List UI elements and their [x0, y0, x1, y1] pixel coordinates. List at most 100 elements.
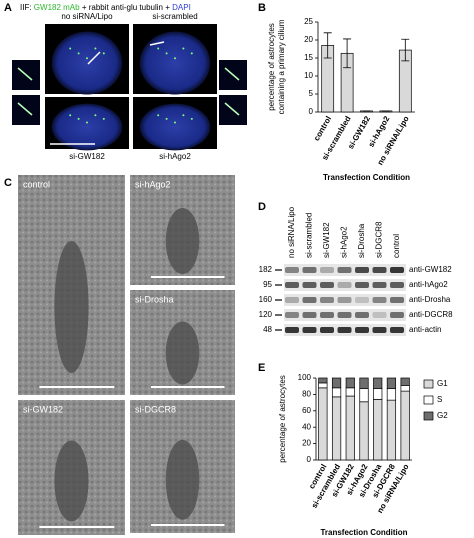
blot-band [285, 312, 299, 318]
arrow [87, 51, 101, 65]
error-bar [323, 32, 332, 59]
blot-band [320, 327, 334, 333]
bar-segment [345, 387, 355, 397]
inset-signal [224, 102, 240, 116]
stain-text: + rabbit anti-glu tubulin + [82, 3, 170, 12]
blot-band [337, 312, 352, 318]
blot-band [302, 312, 317, 318]
signal-dot [86, 121, 88, 124]
bar-segment [386, 377, 397, 390]
antibody-label: anti-DGCR8 [409, 310, 453, 319]
image-label: si-GW182 [69, 152, 105, 161]
legend-label: S [437, 395, 442, 404]
stain-text: GW182 mAb [34, 3, 80, 12]
y-tick-label: 25 [304, 17, 313, 26]
blot-band [390, 327, 404, 333]
bar-segment [331, 377, 342, 389]
size-marker: 182 [259, 265, 273, 274]
blot-band [372, 282, 387, 288]
signal-dot [157, 114, 160, 117]
blot-band [337, 297, 352, 303]
y-tick-label: 100 [298, 373, 312, 382]
blot-band [320, 312, 334, 318]
blot-band [372, 312, 387, 318]
signal-dot [77, 117, 80, 120]
y-tick-label: 20 [302, 439, 311, 448]
blot-band [320, 282, 334, 288]
blot-band [372, 297, 387, 303]
bar-segment [400, 377, 410, 386]
lane-label: control [392, 234, 401, 258]
y-tick-label: 80 [302, 390, 311, 399]
image-label: no siRNA/Lipo [61, 12, 113, 21]
y-tick-label: 40 [302, 422, 311, 431]
antibody-label: anti-hAgo2 [409, 280, 448, 289]
lane-label: si-Drosha [357, 223, 366, 258]
signal-dot [69, 47, 72, 50]
bar-segment [318, 382, 328, 389]
panel-label: C [4, 177, 12, 189]
lane-label: si-scrambled [305, 213, 314, 258]
blot-band [302, 327, 317, 333]
blot-band [302, 297, 317, 303]
blot-band [372, 267, 387, 273]
y-axis-label: percentage of astrocytes [278, 375, 287, 463]
cilium-structure [165, 208, 200, 274]
inset-signal [17, 67, 33, 81]
x-axis-label: Transfection Condition [323, 173, 410, 182]
panel-label: B [258, 2, 266, 14]
image-label: si-hAgo2 [159, 152, 191, 161]
blot-band [372, 327, 387, 333]
blot-band [320, 267, 334, 273]
panel-label: D [258, 201, 266, 213]
bar-segment [359, 401, 369, 461]
cilium-structure [165, 321, 200, 385]
signal-dot [94, 47, 97, 50]
legend-label: G2 [437, 411, 448, 420]
signal-dot [94, 114, 97, 117]
antibody-label: anti-Drosha [409, 295, 451, 304]
bar-segment [345, 377, 355, 389]
cilium-structure [54, 241, 89, 373]
legend-swatch [423, 411, 434, 421]
bar-segment [386, 388, 397, 401]
signal-dot [102, 52, 105, 55]
bar-segment [345, 395, 355, 461]
bar-segment [359, 388, 369, 403]
bar-segment [400, 390, 410, 461]
signal-dot [174, 57, 176, 60]
antibody-label: anti-GW182 [409, 265, 452, 274]
image-label: si-DGCR8 [135, 404, 176, 414]
blot-band [390, 297, 404, 303]
blot-band [355, 297, 369, 303]
cilium-structure [165, 439, 200, 520]
nucleus [139, 31, 211, 95]
blot-band [390, 282, 404, 288]
panel-label: E [258, 362, 265, 374]
error-bar [343, 38, 352, 69]
lane-label: si-DGCR8 [375, 221, 384, 258]
inset-signal [17, 102, 33, 116]
x-axis-label: Transfection Condition [320, 528, 407, 537]
bar-segment [359, 377, 369, 390]
bar-segment [373, 388, 383, 400]
legend-swatch [423, 379, 434, 389]
size-marker: 95 [263, 280, 272, 289]
lane-label: no siRNA/Lipo [287, 206, 296, 258]
nucleus [139, 103, 211, 151]
legend-swatch [423, 395, 434, 405]
signal-dot [182, 47, 185, 50]
bar-segment [400, 385, 410, 392]
bar-segment [386, 399, 397, 461]
panel-label: A [4, 2, 12, 14]
signal-dot [102, 117, 105, 120]
blot-band [285, 327, 299, 333]
signal-dot [165, 52, 168, 55]
signal-dot [165, 117, 168, 120]
signal-dot [69, 114, 72, 117]
image-label: si-hAgo2 [135, 179, 171, 189]
blot-band [390, 312, 404, 318]
y-axis-label: percentage of astrocytes [267, 23, 276, 111]
arrow [149, 41, 165, 46]
blot-band [355, 327, 369, 333]
